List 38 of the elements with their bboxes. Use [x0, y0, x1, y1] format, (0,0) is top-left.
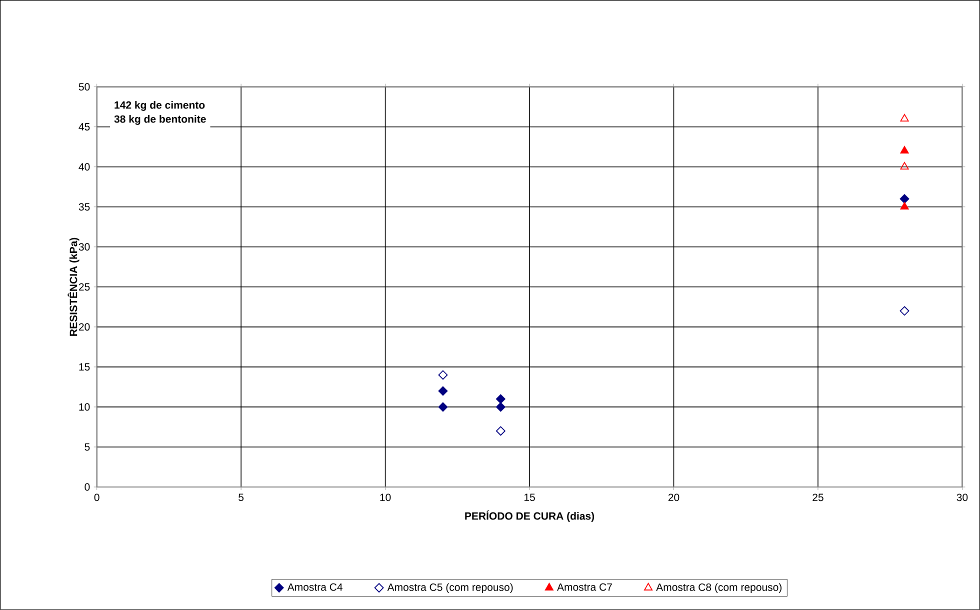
y-tick-label: 30 — [78, 243, 90, 251]
legend-label: Amostra C4 — [287, 583, 342, 591]
point — [438, 370, 448, 380]
y-tick-label: 10 — [79, 403, 90, 411]
point — [900, 202, 909, 210]
y-tick-label: 20 — [78, 323, 90, 331]
y-tick-label: 25 — [78, 283, 90, 291]
y-tick-label: 50 — [78, 83, 90, 91]
annotation: 38 kg de bentonite — [114, 115, 206, 125]
y-tick-label: 35 — [78, 203, 90, 211]
legend-label: Amostra C7 — [557, 583, 612, 591]
y-tick-label: 15 — [79, 363, 90, 371]
point — [900, 114, 909, 122]
x-tick-label: 25 — [812, 494, 824, 502]
point — [900, 162, 909, 170]
point — [900, 306, 910, 316]
y-tick-label: 5 — [84, 443, 90, 451]
x-tick-label: 15 — [524, 494, 535, 502]
annotation: 142 kg de cimento — [114, 101, 205, 111]
x-tick-label: 30 — [956, 494, 968, 502]
y-axis-title: RESISTÊNCIA (kPa) — [68, 238, 80, 336]
y-tick-label: 45 — [78, 123, 90, 131]
point — [496, 426, 506, 436]
x-tick-label: 5 — [238, 494, 244, 502]
point — [496, 402, 506, 412]
x-axis-title: PERÍODO DE CURA (dias) — [465, 510, 594, 522]
point — [900, 146, 909, 154]
point — [438, 386, 448, 396]
legend-label: Amostra C5 (com repouso) — [387, 583, 513, 594]
y-tick-label: 40 — [78, 163, 90, 171]
x-tick-label: 10 — [380, 494, 391, 502]
x-tick-label: 0 — [94, 494, 100, 502]
y-tick-label: 0 — [84, 483, 90, 491]
point — [496, 394, 506, 404]
point — [438, 402, 448, 412]
legend-label: Amostra C8 (com repouso) — [656, 583, 782, 594]
x-tick-label: 20 — [668, 494, 680, 502]
point — [900, 194, 910, 204]
